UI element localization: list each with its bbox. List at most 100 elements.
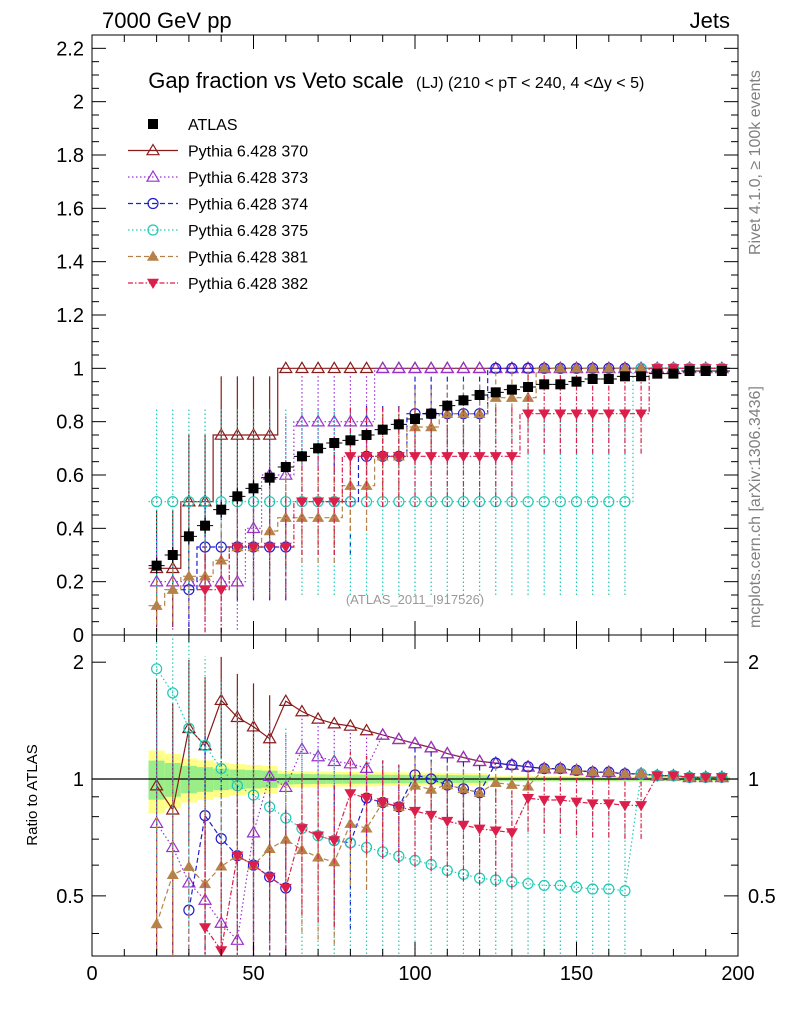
- ratio-point: [570, 881, 583, 893]
- series-point: [392, 452, 405, 463]
- series-point: [522, 409, 535, 420]
- ratio-point: [246, 719, 261, 732]
- series-point: [344, 452, 357, 463]
- atlas-point: [716, 366, 727, 376]
- x-tick-label: 200: [721, 963, 754, 985]
- y-tick-label-main: 1.4: [56, 252, 84, 274]
- series-point: [409, 452, 421, 463]
- y-tick-label-main: 0.8: [56, 412, 84, 434]
- ratio-point: [587, 883, 599, 895]
- ratio-point: [344, 789, 357, 800]
- y-tick-label-ratio-right: 2: [748, 652, 759, 674]
- atlas-point: [151, 560, 162, 571]
- ratio-point: [150, 918, 163, 929]
- main-panel-axes: 0 0.2 0.4 0.6 0.8 1 1.2 1.4 1.6 1.8 2 2.2: [56, 34, 738, 647]
- legend-marker: [147, 224, 159, 236]
- series-point: [294, 361, 309, 374]
- ratio-point: [554, 879, 566, 892]
- legend-label: Pythia 6.428 381: [188, 250, 308, 267]
- series-point: [391, 361, 406, 374]
- legend-marker: [148, 119, 158, 129]
- series-point: [312, 511, 325, 522]
- series-point: [375, 361, 390, 374]
- ratio-point: [263, 872, 276, 883]
- y-tick-label-ratio: 2: [73, 652, 84, 674]
- ratio-point: [489, 776, 502, 787]
- series-point: [457, 452, 470, 463]
- atlas-point: [393, 419, 404, 430]
- series-point: [635, 409, 648, 420]
- series-point: [407, 361, 423, 374]
- header-jets-label: Jets: [690, 8, 730, 33]
- atlas-point: [490, 387, 501, 398]
- ratio-point: [522, 878, 534, 890]
- ratio-point: [375, 727, 390, 740]
- atlas-point: [248, 483, 259, 494]
- atlas-point: [474, 390, 485, 400]
- ratio-point: [311, 711, 326, 724]
- ratio-point: [183, 722, 195, 734]
- chart-subtitle: (LJ) (210 < pT < 240, 4 <Δy < 5): [416, 75, 644, 92]
- series-point: [199, 585, 212, 596]
- series-point: [424, 361, 439, 374]
- series-point: [295, 497, 308, 508]
- atlas-point: [668, 368, 679, 379]
- series-point: [231, 542, 244, 553]
- ratio-point: [376, 798, 389, 809]
- ratio-point: [360, 793, 373, 805]
- ratio-point: [457, 820, 470, 831]
- series-point: [278, 361, 293, 374]
- ratio-point: [312, 831, 325, 842]
- ratio-point: [522, 794, 535, 805]
- series-point: [456, 361, 471, 374]
- ratio-point: [279, 883, 292, 895]
- series-point: [182, 570, 195, 581]
- y-tick-label-main: 0: [73, 625, 84, 647]
- series-point: [360, 452, 373, 463]
- atlas-point: [636, 371, 647, 382]
- series-point: [602, 409, 615, 420]
- y-tick-label-main: 0.4: [56, 518, 84, 540]
- series-point: [554, 362, 567, 373]
- ratio-point: [262, 769, 277, 781]
- ratio-point: [409, 806, 421, 818]
- series-point: [214, 427, 229, 440]
- ratio-point: [279, 833, 292, 844]
- ratio-point: [473, 786, 486, 797]
- series-point: [618, 362, 631, 373]
- atlas-point: [426, 408, 437, 419]
- series-point: [440, 361, 455, 374]
- x-tick-label: 100: [398, 963, 431, 985]
- ratio-point: [230, 932, 245, 945]
- atlas-point: [523, 382, 534, 392]
- series-point: [150, 599, 163, 610]
- series-point: [473, 452, 486, 463]
- ratio-point: [182, 860, 195, 871]
- ratio-point: [166, 868, 179, 879]
- atlas-point: [167, 550, 178, 560]
- x-tick-label: 0: [86, 963, 97, 985]
- ratio-point: [167, 687, 179, 699]
- ratio-point: [391, 732, 406, 745]
- ratio-point: [505, 828, 518, 839]
- ratio-point: [199, 739, 211, 752]
- atlas-point: [458, 395, 469, 406]
- ratio-point: [457, 782, 470, 794]
- ratio-point: [603, 883, 615, 895]
- ratio-point: [635, 767, 648, 779]
- series-point: [183, 496, 195, 508]
- atlas-point: [232, 491, 243, 502]
- series-point: [215, 585, 228, 596]
- series-point: [538, 409, 551, 420]
- series-point: [151, 496, 163, 508]
- ratio-point: [538, 762, 551, 773]
- ratio-point: [554, 795, 567, 807]
- series-point: [343, 361, 358, 374]
- series-point: [570, 362, 583, 373]
- series-point: [391, 361, 406, 374]
- series-point: [311, 361, 326, 374]
- ratio-point: [699, 773, 712, 784]
- y-tick-label-main: 0.2: [56, 572, 84, 594]
- legend-marker: [145, 143, 161, 156]
- x-tick-label: 50: [242, 963, 264, 985]
